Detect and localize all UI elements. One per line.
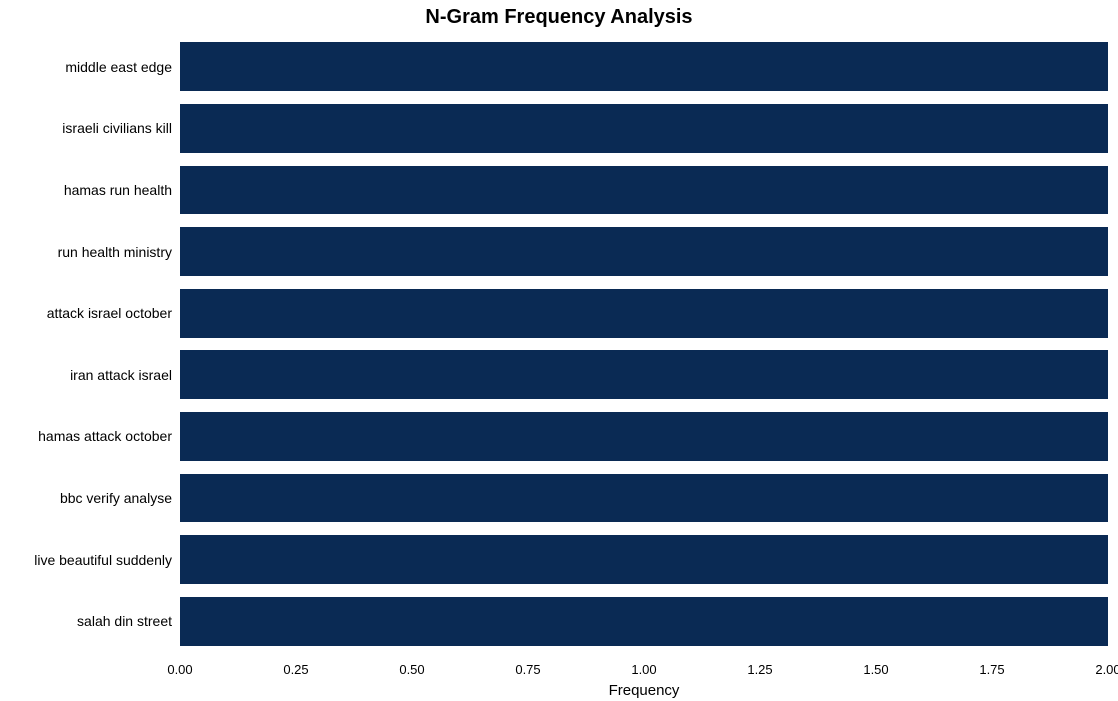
- y-tick-label: bbc verify analyse: [60, 490, 172, 506]
- y-tick-label: live beautiful suddenly: [34, 552, 172, 568]
- y-tick-label: israeli civilians kill: [62, 120, 172, 136]
- bar: [180, 42, 1108, 91]
- bar: [180, 597, 1108, 646]
- plot-area: [180, 36, 1108, 652]
- x-tick-label: 2.00: [1095, 662, 1118, 677]
- bar: [180, 166, 1108, 215]
- y-tick-label: salah din street: [77, 613, 172, 629]
- y-tick-label: iran attack israel: [70, 367, 172, 383]
- bar: [180, 289, 1108, 338]
- chart-title: N-Gram Frequency Analysis: [0, 6, 1118, 29]
- grid-line: [1108, 36, 1109, 652]
- bar: [180, 412, 1108, 461]
- y-tick-label: middle east edge: [65, 59, 172, 75]
- y-tick-label: hamas run health: [64, 182, 172, 198]
- y-tick-label: run health ministry: [58, 244, 172, 260]
- x-tick-label: 0.25: [283, 662, 308, 677]
- y-tick-label: hamas attack october: [38, 428, 172, 444]
- ngram-frequency-chart: N-Gram Frequency Analysis Frequency midd…: [0, 0, 1118, 701]
- x-tick-label: 1.25: [747, 662, 772, 677]
- x-tick-label: 1.50: [863, 662, 888, 677]
- x-tick-label: 0.75: [515, 662, 540, 677]
- bar: [180, 227, 1108, 276]
- bar: [180, 474, 1108, 523]
- x-tick-label: 0.00: [167, 662, 192, 677]
- y-tick-label: attack israel october: [47, 305, 172, 321]
- bar: [180, 350, 1108, 399]
- x-axis-title: Frequency: [609, 682, 680, 699]
- x-tick-label: 0.50: [399, 662, 424, 677]
- x-tick-label: 1.75: [979, 662, 1004, 677]
- bar: [180, 535, 1108, 584]
- bar: [180, 104, 1108, 153]
- x-tick-label: 1.00: [631, 662, 656, 677]
